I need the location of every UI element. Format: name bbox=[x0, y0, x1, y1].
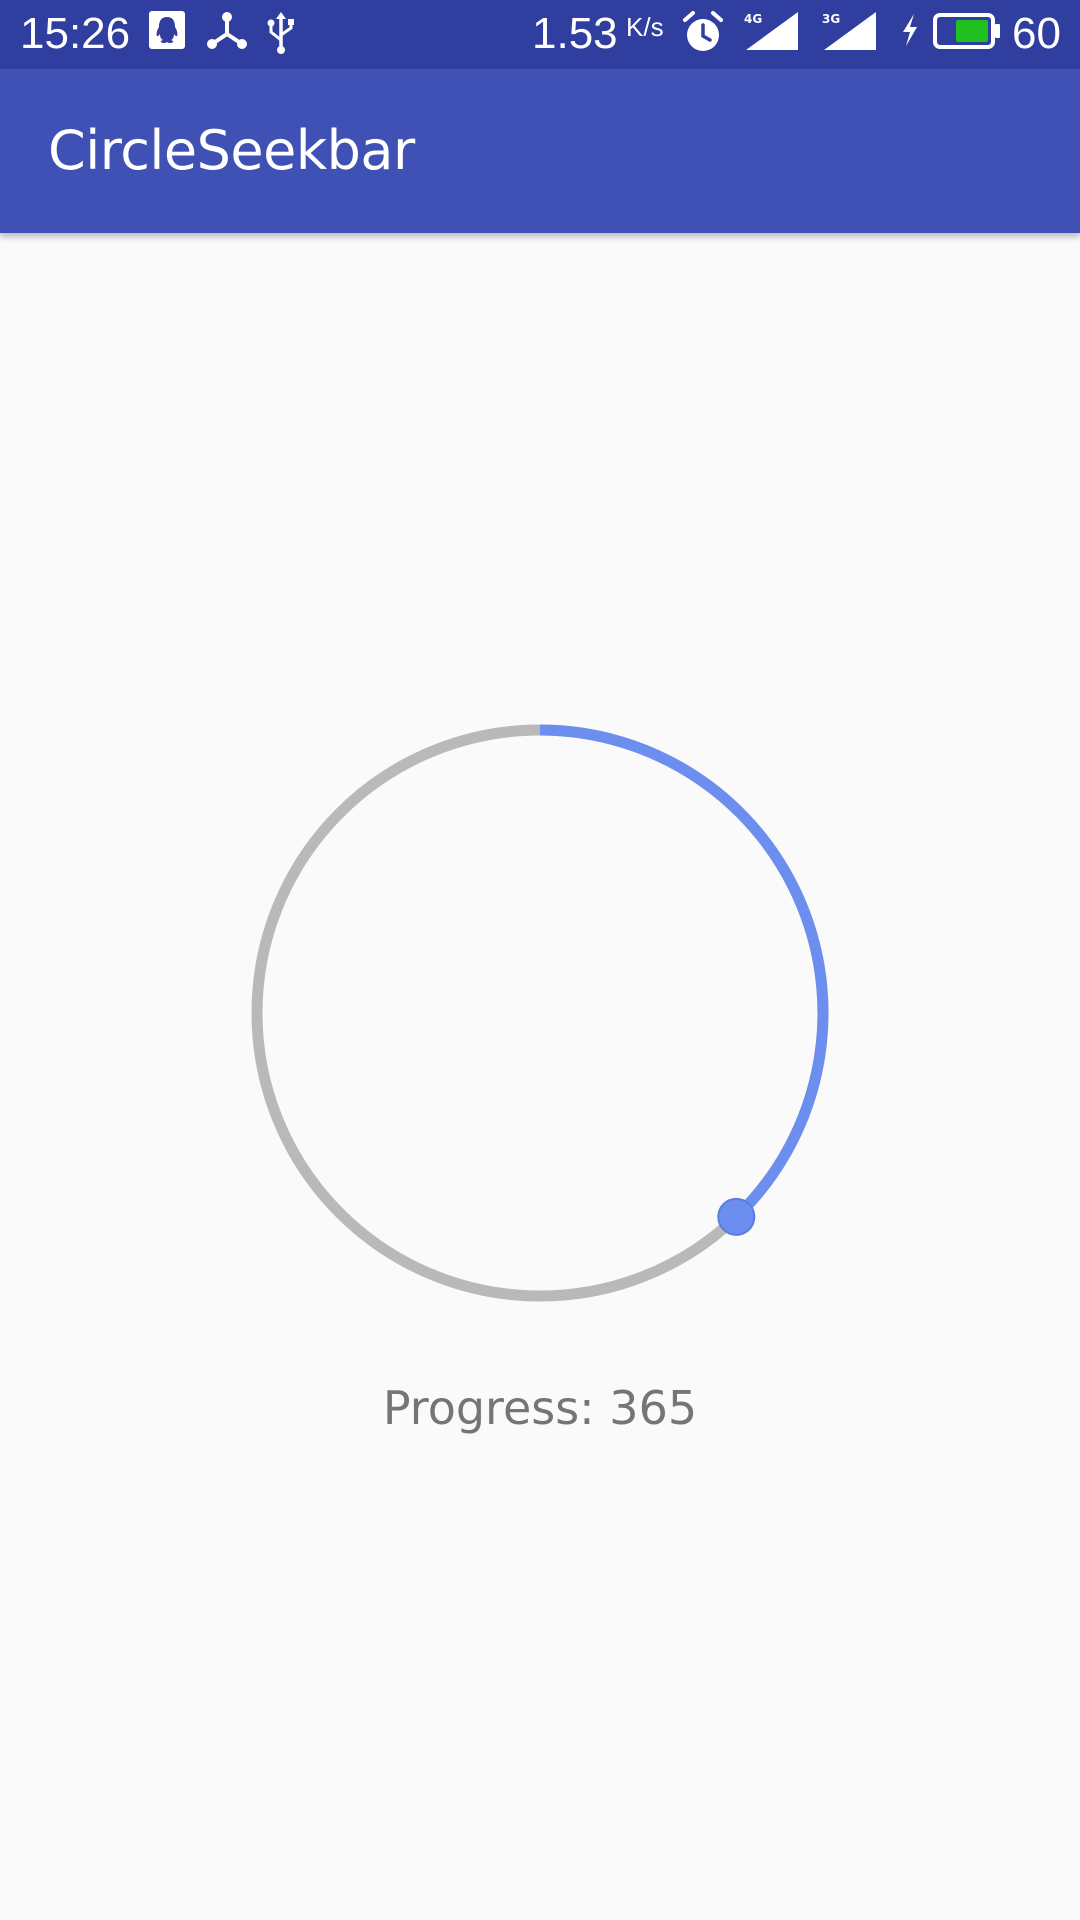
network-secondary-label: 3G bbox=[822, 12, 840, 26]
network-primary-label: 4G bbox=[744, 12, 762, 26]
circle-seekbar[interactable] bbox=[240, 713, 840, 1313]
progress-label: Progress: 365 bbox=[382, 1381, 698, 1435]
signal-4g-icon: 4G bbox=[744, 10, 800, 57]
app-title: CircleSeekbar bbox=[48, 119, 415, 182]
status-time: 15:26 bbox=[20, 9, 131, 58]
qq-icon bbox=[148, 10, 186, 55]
signal-3g-icon: 3G bbox=[822, 10, 878, 57]
app-bar: CircleSeekbar bbox=[0, 69, 1080, 233]
battery-level: 60 bbox=[1012, 9, 1061, 58]
status-bar: 15:26 1.53 K/s bbox=[0, 0, 1080, 69]
net-speed-value: 1.53 bbox=[532, 9, 618, 58]
net-speed-unit: K/s bbox=[626, 12, 664, 42]
seekbar-progress-arc bbox=[539, 724, 829, 1221]
seekbar-thumb[interactable] bbox=[717, 1197, 756, 1236]
charging-icon bbox=[900, 10, 920, 55]
alarm-icon bbox=[682, 10, 724, 59]
share-icon bbox=[206, 10, 248, 57]
battery-icon bbox=[932, 10, 1002, 57]
usb-icon bbox=[266, 10, 296, 59]
